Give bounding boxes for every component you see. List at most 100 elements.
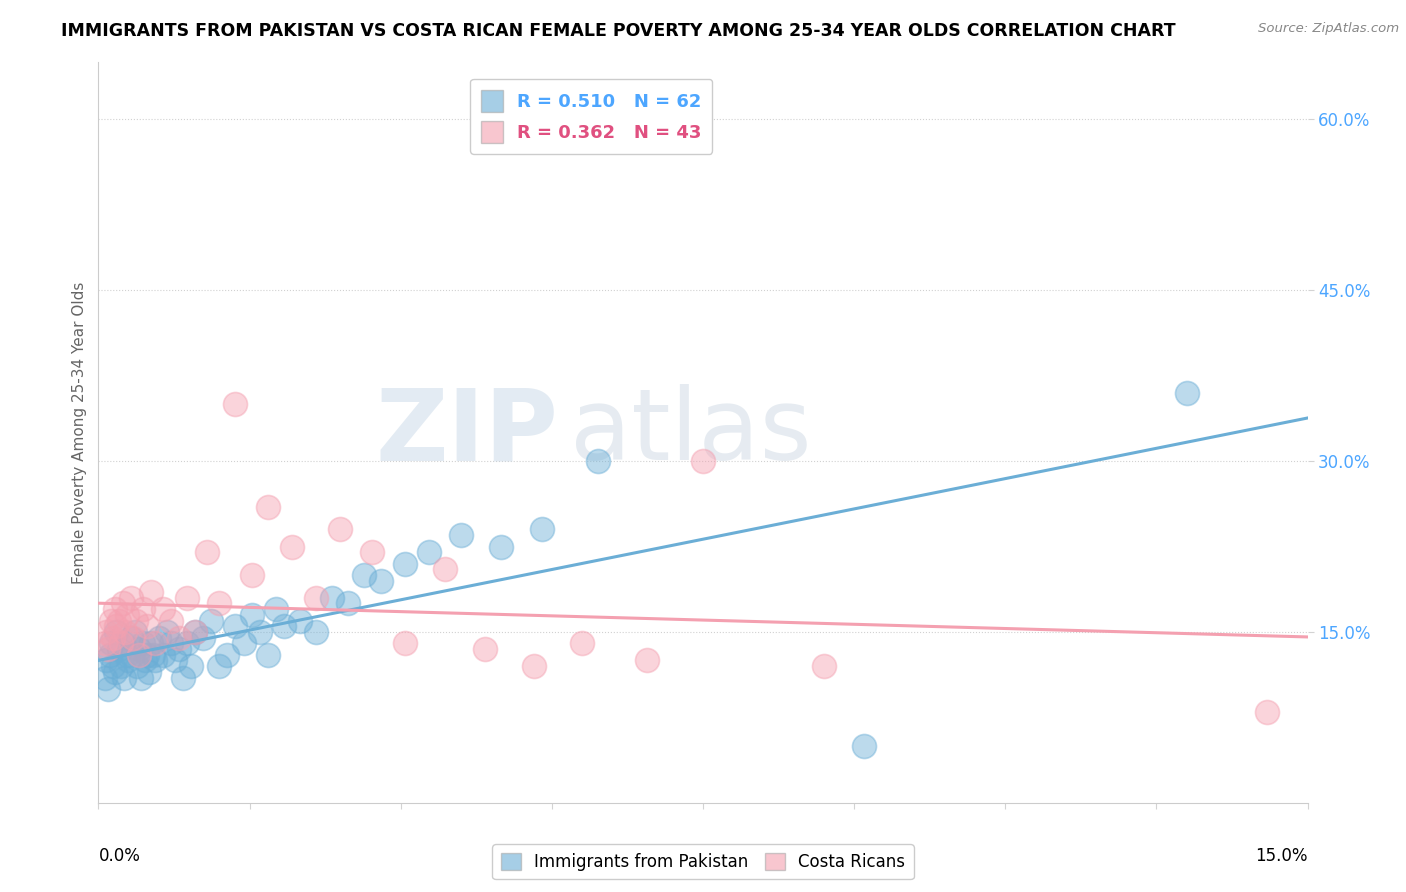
Y-axis label: Female Poverty Among 25-34 Year Olds: Female Poverty Among 25-34 Year Olds <box>72 282 87 583</box>
Point <box>105 624 128 639</box>
Point <box>115 648 138 662</box>
Point <box>474 642 496 657</box>
Point <box>176 636 198 650</box>
Point <box>103 602 125 616</box>
Point <box>193 631 215 645</box>
Point <box>434 562 457 576</box>
Point <box>111 636 134 650</box>
Point <box>134 653 156 667</box>
Point <box>110 636 132 650</box>
Point <box>249 624 271 639</box>
Point <box>288 614 311 628</box>
Point <box>167 631 190 645</box>
Point <box>110 659 132 673</box>
Point <box>167 642 190 657</box>
Point <box>121 648 143 662</box>
Point <box>692 454 714 468</box>
Legend: Immigrants from Pakistan, Costa Ricans: Immigrants from Pakistan, Costa Ricans <box>492 845 914 880</box>
Point <box>273 619 295 633</box>
Point <box>195 545 218 559</box>
Point <box>200 614 222 628</box>
Text: ZIP: ZIP <box>375 384 558 481</box>
Point <box>139 636 162 650</box>
Point <box>370 574 392 588</box>
Text: Source: ZipAtlas.com: Source: ZipAtlas.com <box>1258 22 1399 36</box>
Point <box>148 631 170 645</box>
Point <box>94 671 117 685</box>
Point <box>152 648 174 662</box>
Point <box>96 624 118 639</box>
Point <box>240 607 263 622</box>
Text: 0.0%: 0.0% <box>98 847 141 865</box>
Point <box>107 642 129 657</box>
Point <box>853 739 876 753</box>
Point <box>394 557 416 571</box>
Point <box>394 636 416 650</box>
Point <box>180 659 202 673</box>
Point <box>208 659 231 673</box>
Point <box>122 631 145 645</box>
Point <box>224 619 246 633</box>
Point <box>321 591 343 605</box>
Point <box>176 591 198 605</box>
Point <box>127 659 149 673</box>
Point <box>232 636 254 650</box>
Point <box>571 636 593 650</box>
Point <box>105 619 128 633</box>
Point <box>128 648 150 662</box>
Point <box>97 681 120 696</box>
Point <box>100 614 122 628</box>
Point <box>256 648 278 662</box>
Point <box>111 597 134 611</box>
Point <box>100 636 122 650</box>
Point <box>101 659 124 673</box>
Point <box>135 619 157 633</box>
Point <box>217 648 239 662</box>
Point <box>256 500 278 514</box>
Point <box>450 528 472 542</box>
Point <box>264 602 287 616</box>
Point <box>152 602 174 616</box>
Point <box>94 636 117 650</box>
Point <box>120 631 142 645</box>
Point <box>139 585 162 599</box>
Point <box>172 671 194 685</box>
Point <box>156 624 179 639</box>
Point <box>96 653 118 667</box>
Point <box>129 671 152 685</box>
Point <box>101 631 124 645</box>
Point <box>361 545 384 559</box>
Point <box>305 591 328 605</box>
Point <box>128 642 150 657</box>
Point <box>142 648 165 662</box>
Point <box>184 624 207 639</box>
Point <box>138 665 160 679</box>
Point <box>103 665 125 679</box>
Point <box>135 648 157 662</box>
Point <box>523 659 546 673</box>
Point <box>240 568 263 582</box>
Point <box>353 568 375 582</box>
Point <box>98 648 121 662</box>
Point <box>418 545 440 559</box>
Point <box>636 653 658 667</box>
Point <box>132 636 155 650</box>
Point <box>143 636 166 650</box>
Point <box>337 597 360 611</box>
Point <box>530 523 553 537</box>
Point <box>160 636 183 650</box>
Point <box>1256 705 1278 719</box>
Point <box>329 523 352 537</box>
Legend: R = 0.510   N = 62, R = 0.362   N = 43: R = 0.510 N = 62, R = 0.362 N = 43 <box>470 78 713 153</box>
Text: 15.0%: 15.0% <box>1256 847 1308 865</box>
Point <box>124 624 146 639</box>
Point <box>813 659 835 673</box>
Point <box>132 602 155 616</box>
Point <box>143 653 166 667</box>
Point <box>224 397 246 411</box>
Point <box>97 642 120 657</box>
Point <box>114 624 136 639</box>
Point <box>1175 385 1198 400</box>
Point <box>112 671 135 685</box>
Point <box>163 653 186 667</box>
